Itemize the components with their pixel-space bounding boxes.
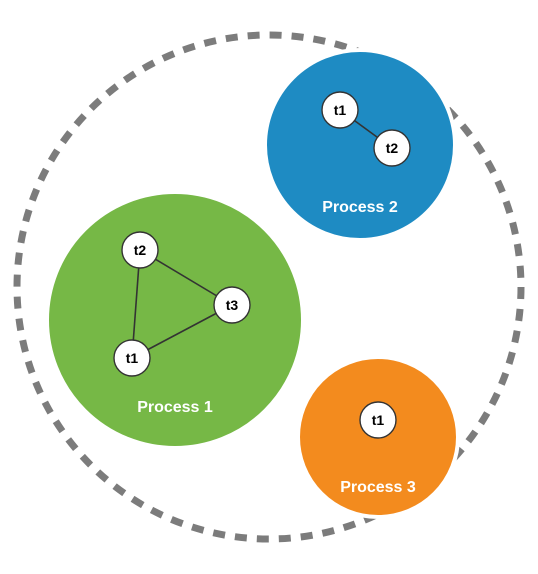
thread-label-p1t2: t2 [134, 242, 147, 258]
thread-label-p1t3: t3 [226, 297, 239, 313]
process-p1: t2 t3 t1 Process 1 [47, 192, 303, 448]
thread-label-p3t1: t1 [372, 412, 385, 428]
process-p3: t1 Process 3 [298, 357, 458, 517]
process-label-p3: Process 3 [340, 479, 416, 496]
thread-label-p2t2: t2 [386, 140, 399, 156]
thread-label-p1t1: t1 [126, 350, 139, 366]
thread-label-p2t1: t1 [334, 102, 347, 118]
process-label-p2: Process 2 [322, 199, 398, 216]
process-label-p1: Process 1 [137, 399, 213, 416]
process-thread-diagram: t2 t3 t1 Process 1 t1 t2 Process 2 t1 Process 3 [0, 0, 538, 574]
process-p2: t1 t2 Process 2 [265, 50, 455, 240]
